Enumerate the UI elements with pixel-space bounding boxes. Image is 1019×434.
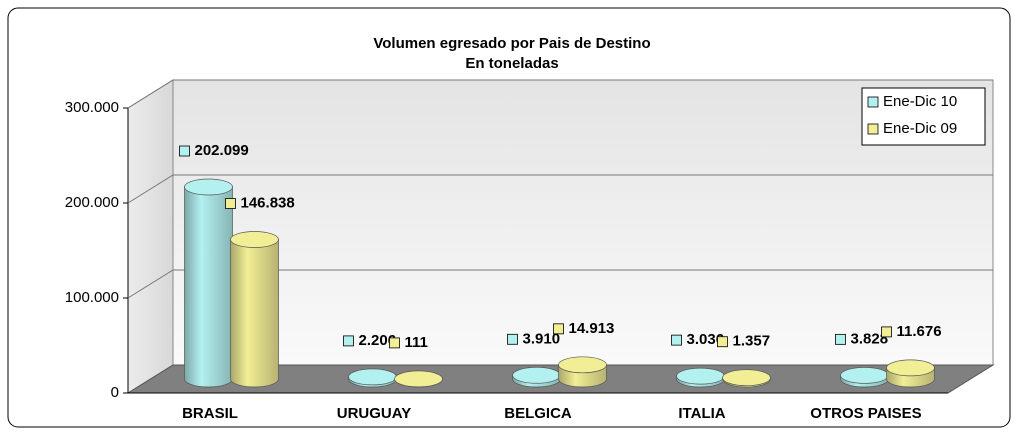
- legend-key: [867, 96, 879, 108]
- bar: [722, 369, 771, 388]
- bar-top: [558, 356, 607, 374]
- y-tick-label: 200.000: [65, 194, 119, 211]
- legend-label: Ene-Dic 10: [883, 93, 957, 110]
- bar: [184, 178, 233, 388]
- x-tick-label: OTROS PAISES: [810, 405, 921, 422]
- value-label: 14.913: [569, 320, 615, 337]
- value-label: 11.676: [897, 323, 942, 340]
- bar: [676, 367, 725, 388]
- legend-key: [867, 123, 879, 135]
- value-label-key: [507, 333, 518, 345]
- value-label: 3.828: [851, 330, 889, 347]
- grid-line: [127, 79, 993, 109]
- bar-top: [722, 369, 771, 387]
- bar: [512, 366, 561, 388]
- bar-body: [184, 186, 233, 388]
- x-tick-label: ITALIA: [678, 405, 725, 422]
- value-label: 111: [405, 334, 428, 351]
- chart-title: Volumen egresado por Pais de Destino: [373, 35, 650, 52]
- bar-top: [348, 368, 397, 386]
- bar: [394, 370, 443, 388]
- value-label-key: [881, 326, 892, 338]
- value-label-key: [835, 333, 846, 345]
- bar-top: [676, 367, 725, 385]
- value-label-key: [343, 335, 354, 347]
- y-tick-label: 100.000: [65, 289, 119, 306]
- bar-top: [184, 178, 233, 196]
- y-tick-label: 300.000: [65, 99, 119, 116]
- bar: [558, 356, 607, 388]
- value-label-key: [717, 336, 728, 348]
- bar: [348, 368, 397, 388]
- value-label: 202.099: [195, 142, 249, 159]
- value-label-key: [389, 337, 400, 349]
- bar-top: [512, 366, 561, 384]
- grid-line: [127, 174, 993, 204]
- value-label: 1.357: [733, 333, 771, 350]
- bar: [886, 359, 935, 388]
- legend-box: [861, 87, 986, 146]
- grid-line: [127, 269, 993, 299]
- bar: [840, 367, 889, 388]
- value-label-key: [179, 145, 190, 157]
- chart-subtitle: En toneladas: [465, 55, 558, 72]
- x-tick-label: BRASIL: [182, 405, 238, 422]
- bar: [230, 231, 279, 388]
- value-label-key: [671, 334, 682, 346]
- legend-label: Ene-Dic 09: [883, 120, 957, 137]
- bar-top: [886, 359, 935, 377]
- value-label: 3.036: [687, 331, 725, 348]
- y-tick-label: 0: [111, 384, 119, 401]
- bar-body: [230, 239, 279, 388]
- value-label: 146.838: [241, 194, 295, 211]
- value-label: 2.206: [359, 332, 397, 349]
- bar-top: [840, 367, 889, 384]
- bar-top: [230, 231, 279, 248]
- x-tick-label: URUGUAY: [337, 405, 411, 422]
- x-tick-label: BELGICA: [504, 405, 572, 422]
- value-label: 3.910: [523, 330, 561, 347]
- bar-top: [394, 370, 443, 388]
- value-label-key: [225, 198, 236, 209]
- value-label-key: [553, 323, 564, 335]
- side-wall: [127, 79, 174, 394]
